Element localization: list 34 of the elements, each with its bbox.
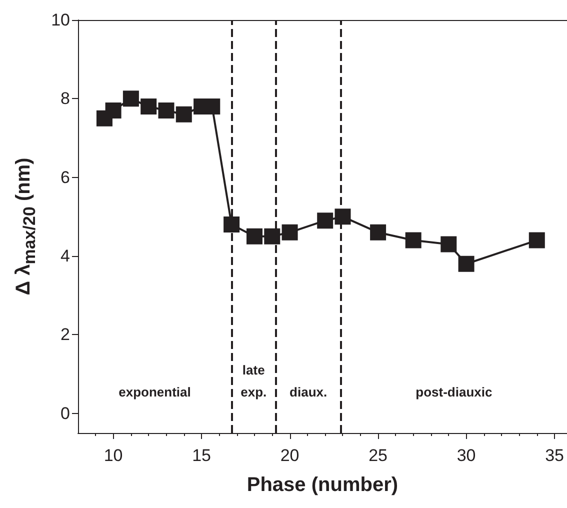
point	[317, 212, 334, 229]
annotation: exponential	[118, 384, 191, 400]
point	[282, 224, 298, 240]
x-tick-label: 35	[545, 446, 564, 465]
point	[405, 232, 422, 248]
point	[140, 98, 157, 115]
y-axis-title: Δ λmax/20 (nm)	[12, 158, 39, 296]
x-axis-title: Phase (number)	[246, 474, 398, 496]
point	[224, 216, 240, 233]
x-tick-label: 10	[104, 446, 123, 465]
point	[458, 256, 474, 272]
point	[440, 236, 457, 252]
y-tick-label: 8	[60, 89, 70, 108]
point	[176, 106, 192, 122]
point	[105, 102, 122, 118]
annotation: late exp.	[240, 362, 267, 400]
y-tick-label: 4	[60, 246, 70, 266]
x-tick-label: 25	[368, 446, 388, 465]
x-tick-label: 30	[456, 446, 476, 465]
x-tick-label: 15	[192, 446, 212, 465]
y-tick-label: 10	[51, 10, 70, 30]
point	[122, 90, 139, 107]
point	[334, 208, 351, 225]
point	[264, 228, 280, 244]
x-tick-label: 20	[280, 446, 300, 465]
annotation: post-diauxic	[416, 384, 492, 400]
y-tick-label: 6	[60, 168, 70, 187]
annotation: diaux.	[290, 384, 328, 400]
y-tick-label: 0	[60, 404, 70, 423]
point	[158, 102, 174, 118]
point	[246, 228, 262, 244]
point	[370, 224, 386, 240]
point	[528, 232, 545, 248]
y-tick-label: 2	[60, 325, 70, 344]
